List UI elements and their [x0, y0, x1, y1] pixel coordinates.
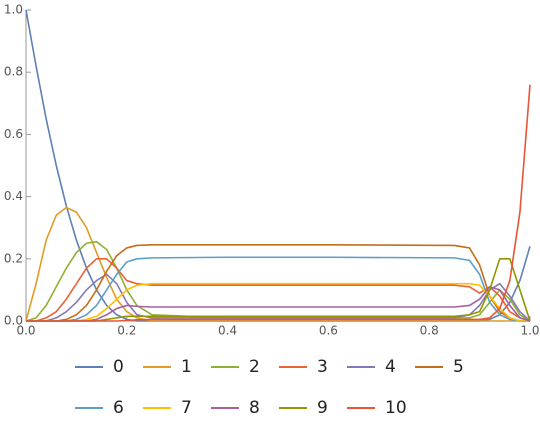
- y-tick-label: 0.6: [4, 127, 23, 141]
- legend-label: 3: [317, 357, 328, 377]
- y-tick-label: 1.0: [4, 3, 23, 17]
- y-tick-label: 0.2: [4, 251, 23, 265]
- legend-label: 0: [113, 357, 124, 377]
- x-tick-label: 0.6: [319, 324, 338, 338]
- legend-label: 6: [113, 398, 124, 418]
- x-tick-label: 0.8: [420, 324, 439, 338]
- legend-label: 10: [385, 398, 407, 418]
- series-line: [26, 258, 531, 322]
- series-line: [25, 206, 530, 322]
- series-line: [26, 282, 530, 322]
- x-tick-label: 0.2: [117, 324, 136, 338]
- y-tick-label: 0.4: [4, 189, 23, 203]
- y-tick-label: 0.0: [4, 314, 23, 328]
- x-tick-label: 0.0: [16, 324, 35, 338]
- legend-label: 1: [181, 357, 192, 377]
- legend-label: 2: [249, 357, 260, 377]
- legend-label: 9: [317, 398, 328, 418]
- series-line: [25, 240, 531, 322]
- x-tick-label: 0.4: [218, 324, 237, 338]
- legend-label: 7: [181, 398, 192, 418]
- legend-label: 8: [249, 398, 260, 418]
- legend-label: 5: [453, 357, 464, 377]
- series-line: [26, 84, 531, 322]
- series-line: [25, 9, 531, 322]
- legend-label: 4: [385, 357, 396, 377]
- x-tick-label: 1.0: [520, 324, 539, 338]
- y-tick-label: 0.8: [4, 65, 23, 79]
